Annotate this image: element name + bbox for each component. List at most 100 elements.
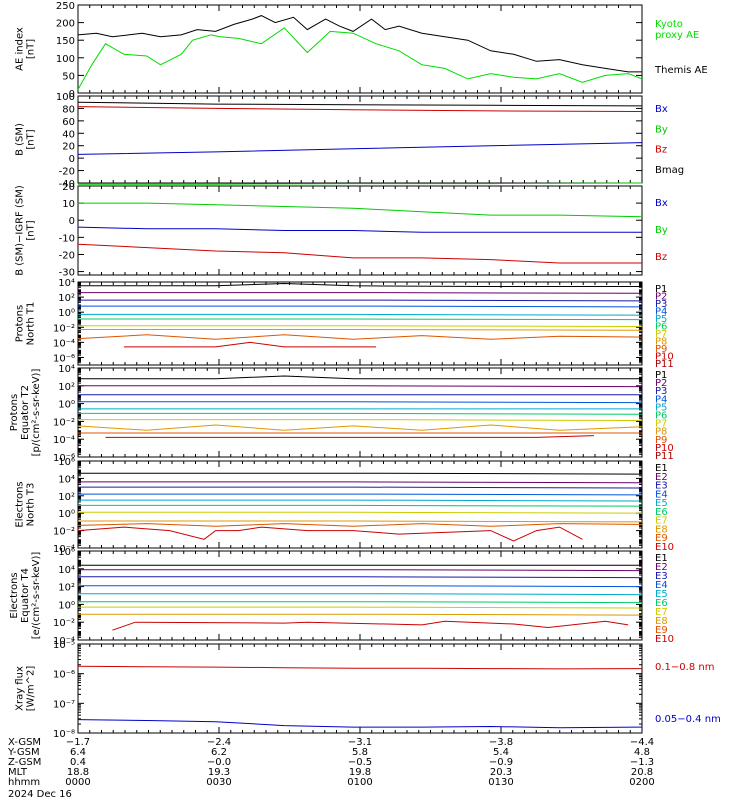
y-tick-label: -30 bbox=[59, 268, 75, 279]
panel-5: 10⁴ 10² 10⁰ 10⁻² 10⁻⁴ 10⁻⁶ Protons Equator T2 [p… bbox=[9, 364, 674, 464]
legend-entry: E4 bbox=[655, 489, 668, 500]
ephemeris-value: −4.4 bbox=[630, 737, 654, 748]
series-e7 bbox=[78, 511, 643, 514]
ephemeris-label: Z-GSM bbox=[8, 757, 41, 768]
y-axis-title: [e/(cm²-s-sr-keV)] bbox=[31, 552, 42, 640]
y-tick-label: 80 bbox=[62, 104, 75, 115]
series-e5 bbox=[78, 499, 643, 502]
legend-entry: P4 bbox=[655, 307, 667, 318]
series-bx bbox=[77, 142, 643, 155]
ephemeris-value: 0.4 bbox=[70, 757, 86, 768]
legend-entry: P6 bbox=[655, 322, 667, 333]
ephemeris-label: Y-GSM bbox=[7, 747, 40, 758]
panel-frame bbox=[77, 281, 643, 366]
series-by bbox=[78, 202, 643, 218]
y-tick-label: 10² bbox=[58, 293, 75, 304]
ephemeris-value: 0030 bbox=[206, 777, 231, 788]
series-e8 bbox=[78, 520, 643, 523]
legend-entry: 0.05−0.4 nm bbox=[655, 714, 721, 725]
y-tick-label: 10⁻⁴ bbox=[53, 636, 75, 647]
series-bz bbox=[77, 106, 643, 112]
series-bx bbox=[77, 226, 642, 233]
legend-entry: Themis AE bbox=[654, 65, 708, 76]
y-tick-label: 10⁶ bbox=[58, 457, 75, 468]
ephemeris-value: 6.4 bbox=[70, 747, 86, 758]
y-tick-label: 150 bbox=[56, 36, 75, 47]
series-e10 bbox=[77, 526, 583, 542]
y-tick-label: -20 bbox=[59, 167, 75, 178]
series-e2 bbox=[78, 481, 643, 484]
series-p2 bbox=[78, 385, 643, 388]
y-axis-title: Xray flux bbox=[15, 666, 26, 711]
legend-entry: P3 bbox=[655, 386, 667, 397]
ephemeris-value: 5.8 bbox=[352, 747, 368, 758]
legend-entry: E4 bbox=[655, 580, 668, 591]
y-tick-label: 10⁻² bbox=[53, 323, 75, 334]
ephemeris-label: hhmm bbox=[8, 777, 40, 788]
series-p7 bbox=[78, 325, 643, 327]
y-tick-label: 40 bbox=[62, 129, 75, 140]
y-tick-label: 10⁻⁸ bbox=[53, 729, 75, 740]
legend-entry: P7 bbox=[655, 329, 667, 340]
legend-entry: Bx bbox=[655, 104, 668, 115]
series-e4 bbox=[78, 585, 643, 588]
legend-entry: E3 bbox=[655, 481, 668, 492]
legend-entry: P9 bbox=[655, 435, 667, 446]
legend-entry: 0.1−0.8 nm bbox=[655, 662, 714, 673]
y-axis-title: [W/m^2] bbox=[26, 666, 37, 712]
ephemeris-value: 4.8 bbox=[634, 747, 650, 758]
legend-entry: Bx bbox=[655, 198, 668, 209]
series-e1 bbox=[78, 472, 643, 475]
panel-frame bbox=[77, 367, 643, 458]
legend-entry: P11 bbox=[655, 451, 674, 462]
series-p4 bbox=[78, 401, 643, 404]
legend-entry: E7 bbox=[655, 607, 668, 618]
y-tick-label: 0 bbox=[69, 216, 75, 227]
legend-entry: By bbox=[655, 225, 668, 236]
y-tick-label: 10⁻⁶ bbox=[53, 670, 75, 681]
legend-entry: P10 bbox=[655, 352, 674, 363]
legend-entry: P5 bbox=[655, 402, 667, 413]
legend-entry: P9 bbox=[655, 344, 667, 355]
series-themis-ae bbox=[77, 15, 642, 73]
y-tick-label: 10⁻² bbox=[53, 527, 75, 538]
ephemeris-value: 0000 bbox=[65, 777, 90, 788]
series-e6 bbox=[78, 601, 643, 604]
series-e9 bbox=[112, 620, 629, 631]
ephemeris-value: −2.4 bbox=[207, 737, 231, 748]
legend-entry: E1 bbox=[655, 463, 668, 474]
y-tick-label: 250 bbox=[56, 1, 75, 12]
y-tick-label: 10⁻⁴ bbox=[53, 544, 75, 555]
y-axis-title: [nT] bbox=[26, 39, 37, 59]
y-tick-label: -40 bbox=[59, 179, 75, 190]
y-tick-label: 10² bbox=[58, 492, 75, 503]
series-kyoto-proxy-ae bbox=[77, 27, 643, 90]
ephemeris-value: −3.1 bbox=[348, 737, 372, 748]
y-tick-label: 10⁰ bbox=[58, 308, 75, 319]
legend-entry: Bmag bbox=[655, 165, 684, 176]
ephemeris-value: −0.9 bbox=[489, 757, 513, 768]
y-tick-label: 10⁻⁴ bbox=[53, 338, 75, 349]
legend-entry: E8 bbox=[655, 616, 668, 627]
legend-entry: E2 bbox=[655, 562, 668, 573]
ephemeris-value: 19.3 bbox=[208, 767, 230, 778]
y-tick-label: 10⁴ bbox=[58, 565, 75, 576]
legend-entry: E10 bbox=[655, 634, 674, 645]
y-axis-title: Electrons bbox=[9, 572, 20, 618]
ephemeris-value: 19.8 bbox=[349, 767, 371, 778]
ephemeris-value: 20.8 bbox=[631, 767, 653, 778]
y-tick-label: 10⁴ bbox=[58, 278, 75, 289]
y-tick-label: 10⁴ bbox=[58, 364, 75, 375]
legend-entry: E6 bbox=[655, 507, 668, 518]
y-tick-label: 50 bbox=[62, 71, 75, 82]
legend-entry: P4 bbox=[655, 394, 667, 405]
panel-7: 10⁶ 10⁴ 10² 10⁰ 10⁻² 10⁻⁴ Electrons Equator T4[… bbox=[9, 547, 674, 647]
series-p5 bbox=[78, 313, 643, 316]
y-axis-title: Equator T4 bbox=[20, 568, 31, 623]
legend-entry: E5 bbox=[655, 589, 668, 600]
y-axis-title: AE index bbox=[15, 27, 26, 71]
legend-entry: P1 bbox=[655, 284, 667, 295]
legend-entry: P6 bbox=[655, 411, 667, 422]
series-by bbox=[78, 182, 643, 185]
